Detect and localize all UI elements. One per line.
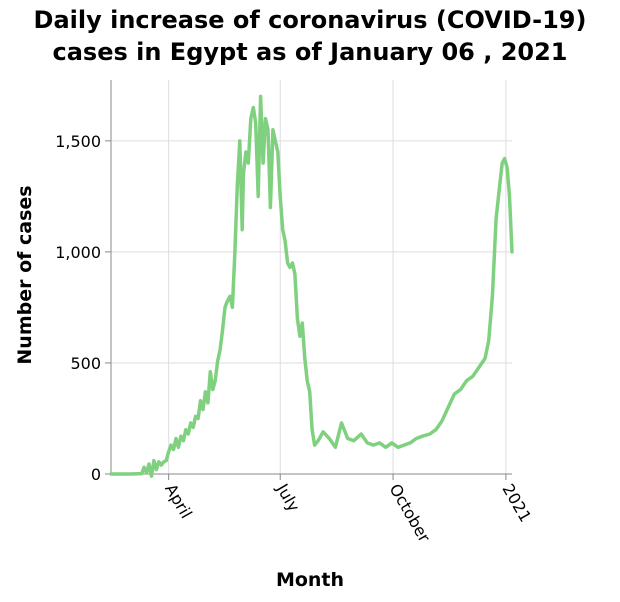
x-tick-label: July [272, 480, 303, 515]
y-tick-label: 0 [91, 465, 101, 484]
y-axis-title: Number of cases [14, 185, 36, 364]
y-tick-label: 1,500 [55, 132, 101, 151]
chart-title-line-1: Daily increase of coronavirus (COVID-19) [33, 6, 587, 34]
axes [105, 80, 512, 480]
x-tick-label: 2021 [498, 481, 535, 526]
series-layer [109, 94, 514, 478]
tick-labels: 0 500 1,000 1,500 April July October 2021 [55, 132, 535, 546]
x-tick-label: October [386, 481, 435, 546]
y-tick-label: 1,000 [55, 243, 101, 262]
grid [111, 80, 512, 475]
series-line-0 [109, 94, 514, 478]
chart-title-line-2: cases in Egypt as of January 06 , 2021 [52, 38, 568, 66]
x-axis-title: Month [276, 569, 344, 591]
x-tick-label: April [161, 481, 196, 522]
y-tick-label: 500 [70, 354, 101, 373]
